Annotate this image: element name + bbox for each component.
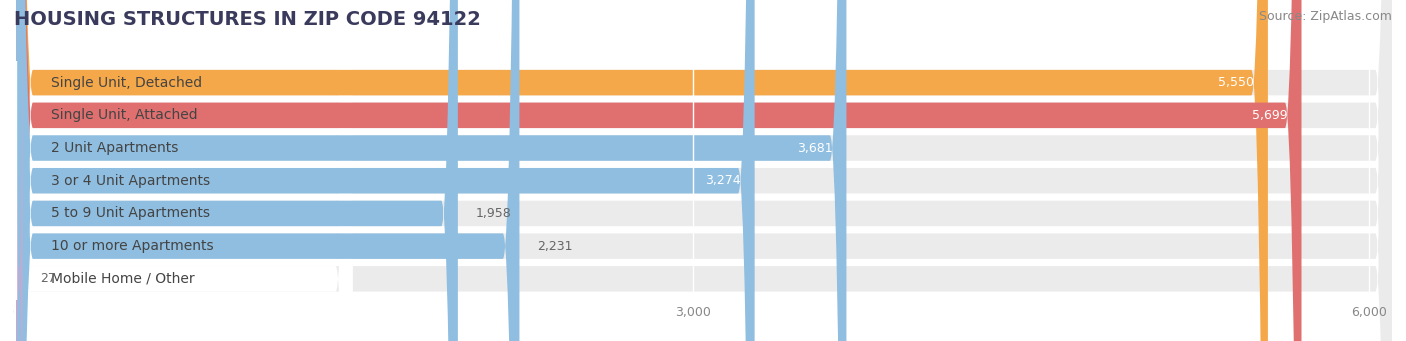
- FancyBboxPatch shape: [17, 0, 1268, 341]
- FancyBboxPatch shape: [14, 0, 1392, 341]
- FancyBboxPatch shape: [14, 0, 1392, 341]
- Text: 2 Unit Apartments: 2 Unit Apartments: [51, 141, 179, 155]
- Text: 5 to 9 Unit Apartments: 5 to 9 Unit Apartments: [51, 206, 211, 220]
- Text: 10 or more Apartments: 10 or more Apartments: [51, 239, 214, 253]
- FancyBboxPatch shape: [17, 0, 22, 341]
- FancyBboxPatch shape: [17, 0, 519, 341]
- FancyBboxPatch shape: [14, 0, 1392, 341]
- Text: 27: 27: [41, 272, 56, 285]
- FancyBboxPatch shape: [14, 0, 353, 341]
- FancyBboxPatch shape: [14, 0, 1392, 341]
- Text: 1,958: 1,958: [475, 207, 512, 220]
- FancyBboxPatch shape: [14, 0, 353, 341]
- Text: HOUSING STRUCTURES IN ZIP CODE 94122: HOUSING STRUCTURES IN ZIP CODE 94122: [14, 10, 481, 29]
- Text: 3 or 4 Unit Apartments: 3 or 4 Unit Apartments: [51, 174, 211, 188]
- FancyBboxPatch shape: [14, 0, 1392, 341]
- Text: 5,550: 5,550: [1219, 76, 1254, 89]
- Text: 3,274: 3,274: [706, 174, 741, 187]
- FancyBboxPatch shape: [14, 0, 1392, 341]
- FancyBboxPatch shape: [17, 0, 755, 341]
- FancyBboxPatch shape: [14, 0, 353, 341]
- Text: 3,681: 3,681: [797, 142, 832, 154]
- FancyBboxPatch shape: [17, 0, 846, 341]
- Text: Mobile Home / Other: Mobile Home / Other: [51, 272, 195, 286]
- FancyBboxPatch shape: [17, 0, 1302, 341]
- Text: Single Unit, Attached: Single Unit, Attached: [51, 108, 198, 122]
- FancyBboxPatch shape: [14, 0, 353, 341]
- FancyBboxPatch shape: [14, 0, 1392, 341]
- Text: 5,699: 5,699: [1253, 109, 1288, 122]
- FancyBboxPatch shape: [14, 0, 353, 341]
- FancyBboxPatch shape: [14, 0, 353, 341]
- Text: Single Unit, Detached: Single Unit, Detached: [51, 76, 202, 90]
- Text: Source: ZipAtlas.com: Source: ZipAtlas.com: [1258, 10, 1392, 23]
- Text: 2,231: 2,231: [537, 240, 574, 253]
- FancyBboxPatch shape: [17, 0, 458, 341]
- FancyBboxPatch shape: [14, 0, 353, 341]
